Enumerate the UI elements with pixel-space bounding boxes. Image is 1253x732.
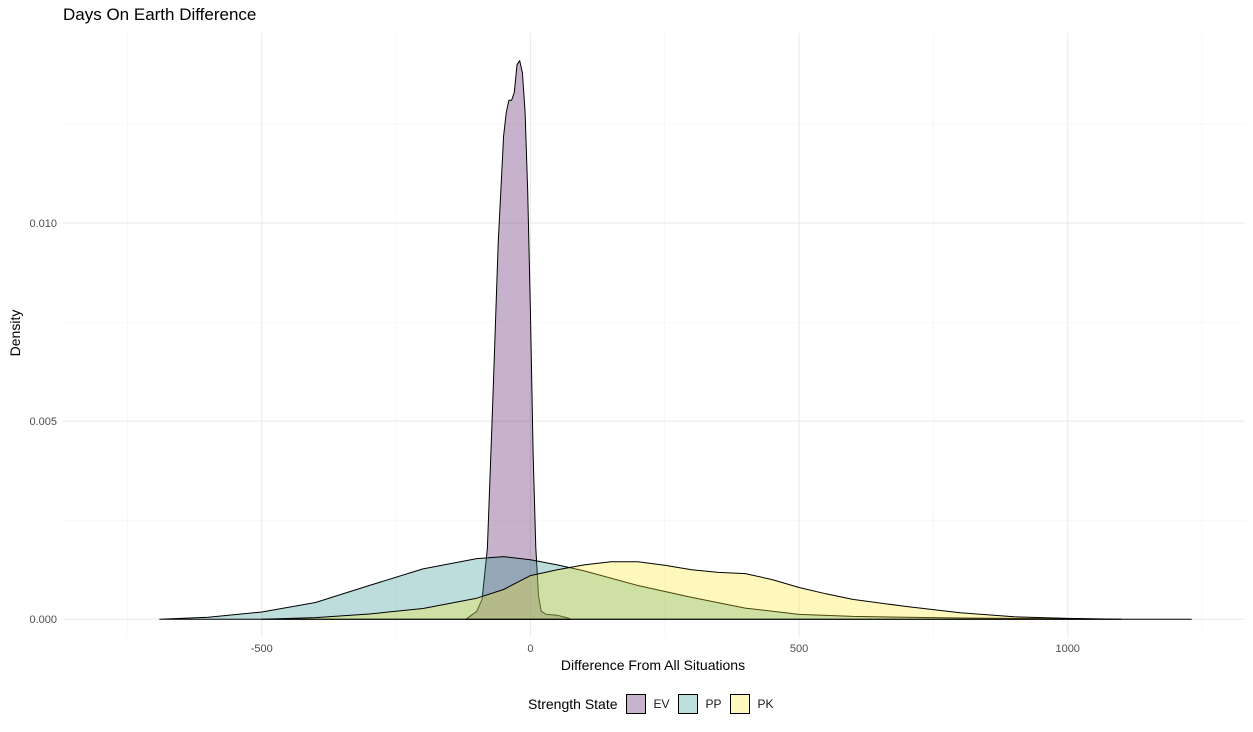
legend-key-pk — [729, 694, 750, 714]
legend: Strength State EV PP PK — [528, 694, 782, 714]
density-area-ev — [465, 60, 572, 620]
grid-minor — [63, 33, 1245, 637]
legend-item-pp: PP — [677, 694, 722, 714]
chart-title: Days On Earth Difference — [63, 5, 257, 24]
legend-label-pp: PP — [705, 697, 722, 711]
legend-key-ev — [625, 694, 646, 714]
legend-item-pk: PK — [729, 694, 774, 714]
y-tick-label: 0.010 — [29, 218, 57, 230]
x-axis-title: Difference From All Situations — [561, 657, 745, 673]
legend-label-pk: PK — [757, 697, 774, 711]
legend-item-ev: EV — [625, 694, 670, 714]
x-tick-label: -500 — [251, 643, 273, 655]
legend-label-ev: EV — [653, 697, 670, 711]
density-area-pk — [261, 561, 1122, 620]
x-tick-label: 0 — [527, 643, 533, 655]
y-tick-label: 0.005 — [29, 416, 57, 428]
grid-major — [63, 33, 1245, 637]
x-tick-label: 1000 — [1055, 643, 1079, 655]
density-areas — [159, 60, 1192, 620]
x-axis-ticks: -500 0 500 1000 — [251, 643, 1080, 655]
legend-title: Strength State — [528, 696, 618, 712]
x-tick-label: 500 — [790, 643, 808, 655]
y-axis-title: Density — [7, 310, 23, 357]
legend-key-pp — [677, 694, 698, 714]
y-axis-ticks: 0.000 0.005 0.010 — [29, 218, 57, 626]
y-tick-label: 0.000 — [29, 614, 57, 626]
